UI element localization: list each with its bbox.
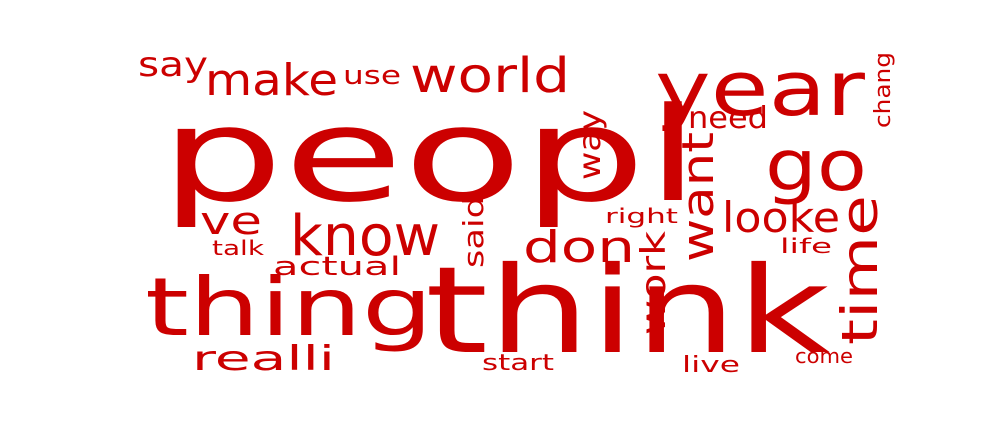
word-use: use: [343, 61, 401, 91]
word-peopl: peopl: [160, 79, 700, 231]
word-know: know: [290, 204, 440, 269]
word-go: go: [765, 125, 867, 207]
word-make: make: [205, 55, 338, 106]
word-way: way: [573, 110, 608, 180]
word-right: right: [605, 204, 678, 228]
word-world: world: [410, 48, 570, 104]
word-actual: actual: [273, 252, 401, 282]
word-start: start: [482, 351, 555, 376]
word-looke: looke: [722, 193, 840, 242]
word-year: year: [655, 44, 866, 133]
word-live: live: [682, 353, 740, 378]
word-said: said: [457, 196, 490, 268]
word-work: work: [634, 231, 674, 335]
word-say: say: [138, 45, 208, 85]
word-think: think: [425, 242, 831, 381]
word-time: time: [831, 195, 889, 345]
word-thing: thing: [145, 261, 433, 354]
word-need: need: [688, 101, 768, 136]
word-don: don: [523, 222, 635, 273]
word-talk: talk: [212, 236, 265, 260]
word-chang: chang: [871, 52, 896, 128]
word-want: want: [673, 132, 724, 262]
word-ve: ve: [200, 199, 262, 243]
word-life: life: [780, 234, 832, 258]
word-realli: realli: [192, 339, 335, 379]
word-come: come: [795, 344, 853, 368]
